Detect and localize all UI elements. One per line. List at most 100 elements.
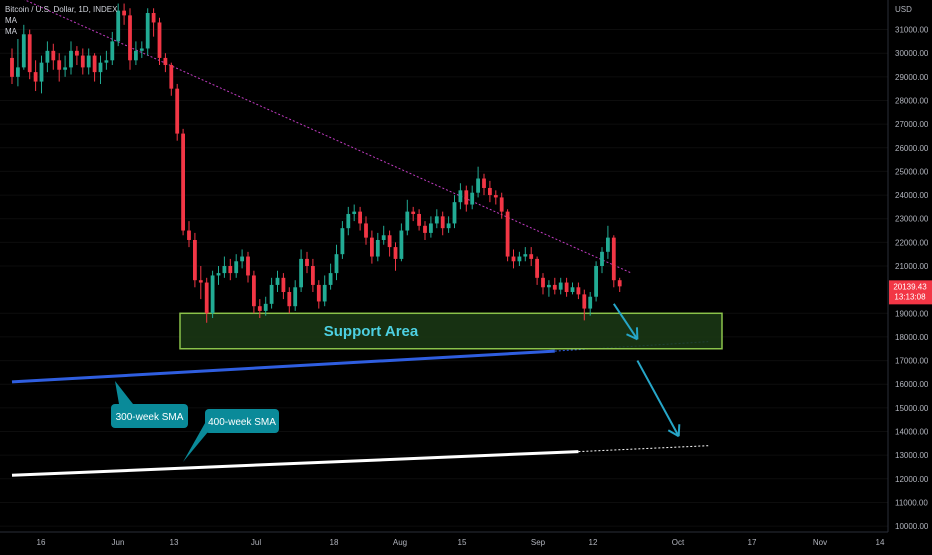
- candle-body: [158, 22, 162, 57]
- symbol-title[interactable]: Bitcoin / U.S. Dollar, 1D, INDEX: [5, 4, 117, 15]
- descending-trendline: [12, 0, 632, 273]
- price-tick-label: 14000.00: [895, 428, 929, 437]
- time-tick-label: Aug: [393, 538, 407, 547]
- candle-body: [606, 238, 610, 252]
- candle-body: [459, 190, 463, 202]
- time-tick-label: 12: [589, 538, 598, 547]
- current-price-label: 20139.43: [893, 282, 927, 291]
- candle-body: [482, 179, 486, 188]
- candle-body: [217, 273, 221, 275]
- candle-body: [571, 287, 575, 292]
- candle-body: [187, 231, 191, 240]
- candle-body: [447, 223, 451, 228]
- candle-body: [193, 240, 197, 280]
- time-tick-label: Jul: [251, 538, 261, 547]
- candle-body: [577, 287, 581, 294]
- candle-body: [152, 13, 156, 22]
- candle-body: [87, 56, 91, 68]
- candle-body: [199, 280, 203, 282]
- candle-body: [287, 292, 291, 306]
- candle-body: [128, 15, 132, 60]
- price-tick-label: 27000.00: [895, 120, 929, 129]
- time-tick-label: 18: [330, 538, 339, 547]
- grid: [0, 30, 888, 527]
- candle-body: [417, 214, 421, 226]
- candle-body: [75, 51, 79, 56]
- price-tick-label: 31000.00: [895, 26, 929, 35]
- price-tick-label: 23000.00: [895, 215, 929, 224]
- candle-body: [99, 63, 103, 72]
- candle-body: [223, 266, 227, 273]
- candle-body: [164, 58, 168, 65]
- price-tick-label: 11000.00: [895, 498, 928, 507]
- candle-body: [582, 294, 586, 308]
- candle-body: [535, 259, 539, 278]
- candle-body: [441, 216, 445, 228]
- candle-body: [352, 212, 356, 214]
- candle-body: [293, 287, 297, 306]
- candle-body: [376, 240, 380, 257]
- candle-body: [329, 273, 333, 285]
- candle-countdown: 13:13:08: [894, 292, 926, 301]
- time-tick-label: Sep: [531, 538, 546, 547]
- candle-body: [16, 67, 20, 76]
- candle-body: [317, 285, 321, 302]
- candle-body: [500, 197, 504, 211]
- candle-body: [405, 212, 409, 231]
- candle-body: [464, 190, 468, 204]
- candle-body: [512, 257, 516, 262]
- candle-body: [34, 72, 38, 81]
- price-axis-currency: USD: [895, 5, 912, 14]
- symbol-legend[interactable]: Bitcoin / U.S. Dollar, 1D, INDEX MA MA: [5, 4, 117, 37]
- candle-body: [311, 266, 315, 285]
- candle-body: [234, 261, 238, 273]
- indicator-ma-2[interactable]: MA: [5, 26, 117, 37]
- candle-body: [382, 235, 386, 240]
- candle-body: [246, 257, 250, 276]
- price-tick-label: 18000.00: [895, 333, 929, 342]
- candle-body: [594, 266, 598, 297]
- price-tick-label: 25000.00: [895, 167, 929, 176]
- candle-body: [81, 56, 85, 68]
- candle-body: [258, 306, 262, 311]
- candle-body: [264, 304, 268, 311]
- candle-body: [146, 13, 150, 48]
- candle-body: [93, 56, 97, 73]
- candle-body: [394, 247, 398, 259]
- candle-body: [105, 60, 109, 62]
- price-axis[interactable]: USD31000.0030000.0029000.0028000.0027000…: [888, 0, 932, 532]
- price-tick-label: 17000.00: [895, 357, 929, 366]
- candle-body: [494, 195, 498, 197]
- indicator-ma-1[interactable]: MA: [5, 15, 117, 26]
- price-tick-label: 28000.00: [895, 96, 929, 105]
- time-tick-label: 15: [458, 538, 467, 547]
- candle-body: [175, 89, 179, 134]
- candle-body: [228, 266, 232, 273]
- candle-body: [346, 214, 350, 228]
- candle-body: [22, 34, 26, 67]
- candle-body: [470, 193, 474, 205]
- candle-body: [51, 51, 55, 60]
- forecast-arrow-2-head: [679, 424, 680, 436]
- time-tick-label: Oct: [672, 538, 685, 547]
- candle-body: [600, 252, 604, 266]
- time-tick-label: 13: [170, 538, 179, 547]
- candle-body: [370, 238, 374, 257]
- candle-body: [134, 51, 138, 60]
- candle-body: [57, 60, 61, 69]
- time-tick-label: Nov: [813, 538, 827, 547]
- candle-body: [565, 283, 569, 292]
- price-tick-label: 24000.00: [895, 191, 929, 200]
- candle-body: [69, 51, 73, 68]
- candle-body: [270, 285, 274, 304]
- support-area-zone: [180, 313, 722, 348]
- candle-body: [588, 297, 592, 309]
- sma-300-week-line: [12, 351, 555, 382]
- candle-body: [529, 254, 533, 259]
- candle-body: [181, 134, 185, 231]
- sma-400-week-projection: [578, 446, 708, 452]
- price-tick-label: 16000.00: [895, 380, 929, 389]
